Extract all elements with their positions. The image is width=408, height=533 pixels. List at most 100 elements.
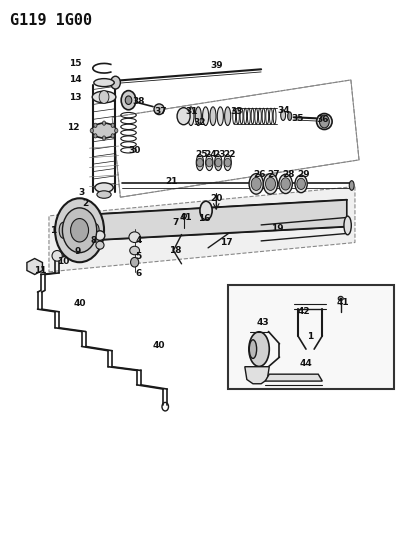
Ellipse shape bbox=[131, 257, 139, 267]
Text: 40: 40 bbox=[73, 300, 86, 308]
Text: 2: 2 bbox=[82, 199, 89, 208]
Text: 32: 32 bbox=[194, 118, 206, 127]
Text: 4: 4 bbox=[135, 237, 142, 245]
Circle shape bbox=[297, 178, 305, 189]
Text: 14: 14 bbox=[69, 76, 82, 84]
Polygon shape bbox=[49, 187, 355, 272]
Circle shape bbox=[224, 158, 231, 167]
Text: 21: 21 bbox=[165, 177, 177, 185]
Circle shape bbox=[62, 208, 97, 253]
Polygon shape bbox=[245, 367, 269, 384]
Circle shape bbox=[71, 219, 89, 242]
Ellipse shape bbox=[182, 214, 186, 218]
Circle shape bbox=[94, 123, 97, 127]
Text: 9: 9 bbox=[74, 247, 81, 256]
Ellipse shape bbox=[59, 222, 67, 238]
Ellipse shape bbox=[224, 155, 231, 171]
Text: 41: 41 bbox=[180, 213, 192, 222]
Circle shape bbox=[121, 91, 136, 110]
Circle shape bbox=[111, 76, 120, 89]
Ellipse shape bbox=[92, 91, 116, 103]
Ellipse shape bbox=[202, 107, 209, 125]
Ellipse shape bbox=[96, 241, 104, 249]
Text: 18: 18 bbox=[169, 246, 182, 255]
Text: 28: 28 bbox=[283, 171, 295, 179]
Ellipse shape bbox=[95, 231, 105, 240]
Text: 13: 13 bbox=[69, 93, 82, 101]
Ellipse shape bbox=[281, 110, 286, 120]
Circle shape bbox=[251, 177, 261, 190]
Text: 22: 22 bbox=[223, 150, 235, 159]
Ellipse shape bbox=[288, 112, 292, 120]
Ellipse shape bbox=[206, 155, 213, 171]
Text: 33: 33 bbox=[231, 108, 243, 116]
Text: 39: 39 bbox=[210, 61, 222, 69]
Ellipse shape bbox=[92, 123, 116, 138]
Circle shape bbox=[94, 134, 97, 138]
Ellipse shape bbox=[210, 107, 216, 125]
Ellipse shape bbox=[217, 107, 224, 125]
Text: 1: 1 bbox=[307, 333, 313, 341]
Circle shape bbox=[266, 177, 275, 190]
Circle shape bbox=[206, 158, 213, 167]
Ellipse shape bbox=[130, 246, 140, 255]
Text: 27: 27 bbox=[267, 171, 279, 179]
Text: 7: 7 bbox=[172, 219, 179, 227]
Ellipse shape bbox=[195, 107, 202, 125]
Ellipse shape bbox=[95, 183, 113, 192]
Circle shape bbox=[281, 177, 290, 190]
Text: 3: 3 bbox=[78, 189, 85, 197]
Circle shape bbox=[115, 128, 118, 133]
Text: 24: 24 bbox=[204, 150, 216, 159]
Circle shape bbox=[215, 158, 222, 167]
Text: 11: 11 bbox=[34, 266, 46, 275]
Bar bbox=[228, 285, 394, 389]
Text: 41: 41 bbox=[337, 298, 349, 307]
Circle shape bbox=[55, 198, 104, 262]
Text: 19: 19 bbox=[271, 224, 284, 232]
Ellipse shape bbox=[154, 104, 164, 115]
Circle shape bbox=[111, 134, 114, 138]
Ellipse shape bbox=[295, 175, 307, 193]
Ellipse shape bbox=[196, 155, 204, 171]
Ellipse shape bbox=[264, 174, 277, 194]
Text: 23: 23 bbox=[213, 150, 226, 159]
Circle shape bbox=[90, 128, 93, 133]
Ellipse shape bbox=[52, 251, 62, 261]
Ellipse shape bbox=[249, 332, 269, 367]
Polygon shape bbox=[265, 374, 322, 381]
Text: 17: 17 bbox=[220, 238, 233, 247]
Text: G119 1G00: G119 1G00 bbox=[10, 13, 92, 28]
Ellipse shape bbox=[129, 232, 140, 243]
Circle shape bbox=[102, 121, 106, 125]
Ellipse shape bbox=[279, 174, 292, 193]
Text: 10: 10 bbox=[57, 257, 69, 265]
Text: 34: 34 bbox=[277, 107, 290, 115]
Circle shape bbox=[197, 158, 203, 167]
Text: 36: 36 bbox=[316, 116, 328, 124]
Ellipse shape bbox=[94, 78, 114, 86]
Text: 37: 37 bbox=[155, 108, 167, 116]
Ellipse shape bbox=[349, 181, 354, 190]
Circle shape bbox=[111, 123, 114, 127]
Text: 31: 31 bbox=[186, 108, 198, 116]
Text: 26: 26 bbox=[253, 171, 265, 179]
Ellipse shape bbox=[215, 155, 222, 171]
Text: 38: 38 bbox=[133, 97, 145, 106]
Ellipse shape bbox=[249, 340, 257, 358]
Polygon shape bbox=[27, 259, 42, 274]
Circle shape bbox=[177, 108, 190, 125]
Text: 35: 35 bbox=[292, 114, 304, 123]
Circle shape bbox=[125, 96, 132, 104]
Ellipse shape bbox=[188, 107, 194, 125]
Ellipse shape bbox=[317, 114, 332, 130]
Ellipse shape bbox=[344, 216, 351, 235]
Ellipse shape bbox=[200, 201, 212, 220]
Polygon shape bbox=[78, 200, 347, 241]
Circle shape bbox=[102, 136, 106, 140]
Text: 30: 30 bbox=[129, 146, 141, 155]
Text: 44: 44 bbox=[299, 359, 313, 368]
Circle shape bbox=[99, 91, 109, 103]
Text: 5: 5 bbox=[135, 253, 142, 261]
Ellipse shape bbox=[224, 107, 231, 125]
